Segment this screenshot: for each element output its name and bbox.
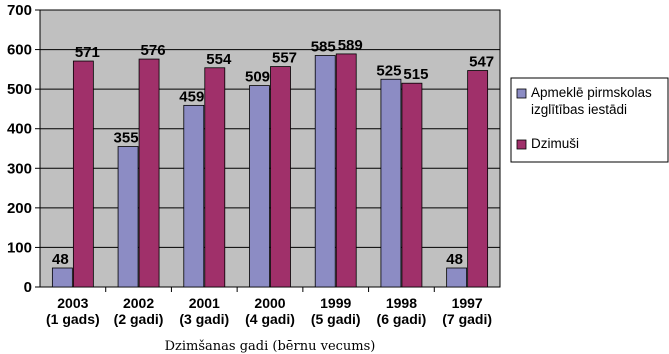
- bar: [401, 82, 423, 288]
- bar: [204, 67, 226, 288]
- data-label: 557: [272, 50, 297, 67]
- data-label: 589: [338, 37, 363, 54]
- y-tick-label: 400: [7, 121, 32, 138]
- x-tick-label: (6 gadi): [377, 311, 427, 327]
- x-tick-label: 2003: [57, 295, 88, 311]
- bar: [249, 85, 270, 288]
- x-tick-label: 1998: [386, 295, 417, 311]
- bar: [467, 70, 489, 288]
- legend-box: [510, 77, 669, 163]
- bar: [51, 267, 73, 288]
- x-tick-label: (2 gadi): [114, 311, 164, 327]
- bar: [380, 78, 402, 288]
- bar: [335, 53, 357, 288]
- y-tick-label: 500: [7, 81, 32, 98]
- data-label: 525: [376, 62, 401, 79]
- y-tick-label: 100: [7, 239, 32, 256]
- bar: [72, 60, 94, 288]
- x-tick-label: (5 gadi): [311, 311, 361, 327]
- plot-area: [39, 9, 501, 288]
- legend-label: izglītības iestādi: [531, 102, 627, 117]
- x-tick-label: (1 gads): [46, 311, 100, 327]
- data-label: 571: [75, 44, 100, 61]
- legend-swatch: [516, 139, 527, 150]
- x-axis: 2003(1 gads) 2002(2 gadi) 2001(3 gadi) 2000…: [46, 287, 492, 327]
- bar: [117, 146, 139, 288]
- y-tick-label: 600: [7, 42, 32, 59]
- data-label: 459: [179, 88, 204, 105]
- bar: [270, 66, 291, 288]
- x-tick-label: 2002: [123, 295, 154, 311]
- x-axis-title: Dzimšanas gadi (bērnu vecums): [165, 339, 376, 354]
- y-tick-label: 0: [24, 279, 32, 296]
- x-tick-label: (3 gadi): [179, 311, 229, 327]
- x-tick-label: 2001: [189, 295, 220, 311]
- x-tick-label: 2000: [254, 295, 285, 311]
- data-label: 576: [141, 42, 166, 59]
- y-tick-label: 300: [7, 160, 32, 177]
- bar: [183, 104, 205, 288]
- x-tick-label: 1999: [320, 295, 351, 311]
- y-axis: 0 100 200 300 400 500 600 700: [7, 2, 40, 296]
- bar: [138, 58, 160, 288]
- data-label: 355: [114, 130, 139, 147]
- data-label: 48: [52, 251, 69, 268]
- x-tick-label: (7 gadi): [442, 311, 492, 327]
- legend: Apmeklē pirmskolas izglītības iestādi Dzim…: [510, 77, 669, 163]
- data-label: 48: [446, 251, 463, 268]
- gridlines: [40, 49, 500, 248]
- legend-label: Apmeklē pirmskolas: [531, 85, 652, 100]
- bar: [446, 267, 468, 288]
- data-label: 515: [403, 66, 428, 83]
- data-label: 509: [245, 69, 270, 86]
- bar: [314, 55, 336, 288]
- legend-label: Dzimuši: [531, 136, 579, 151]
- legend-swatch: [516, 88, 527, 99]
- data-label: 585: [311, 39, 336, 56]
- data-label: 547: [469, 54, 494, 71]
- data-label: 554: [206, 51, 232, 68]
- y-tick-label: 200: [7, 200, 32, 217]
- y-tick-label: 700: [7, 2, 32, 19]
- x-tick-label: 1997: [452, 295, 483, 311]
- x-tick-label: (4 gadi): [245, 311, 295, 327]
